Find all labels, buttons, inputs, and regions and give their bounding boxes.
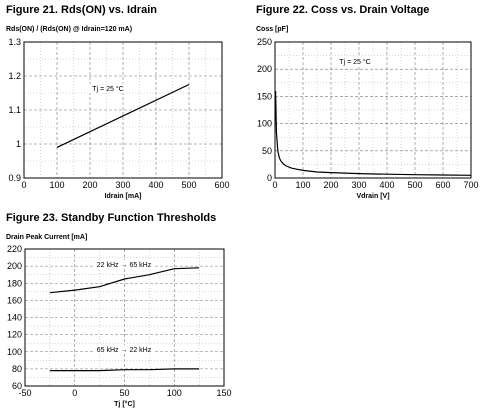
figure-23-y-tick-label: 120 <box>7 330 22 340</box>
figure-23-annotation: 22 kHz → 65 kHz <box>97 262 152 269</box>
figure-21-x-tick-label: 200 <box>82 180 97 190</box>
figure-22-x-tick-label: 300 <box>351 180 366 190</box>
figure-23-annotation-bg <box>95 260 153 269</box>
figure-21-x-tick-label: 600 <box>214 180 229 190</box>
figure-21-series-1-line <box>56 83 190 148</box>
figure-22-annotation: Tj = 25 °C <box>339 58 370 66</box>
figure-22-x-tick-label: 100 <box>295 180 310 190</box>
figure-21-x-tick-label: 0 <box>21 180 26 190</box>
figure-22-y-tick-label: 50 <box>262 146 272 156</box>
figure-23-x-tick-label: 100 <box>167 388 182 398</box>
figure-21-y-tick-label: 1 <box>16 139 21 149</box>
figure-22-x-tick-label: 500 <box>407 180 422 190</box>
figure-21-annotation-bg <box>88 84 128 93</box>
figure-23-x-tick-label: 0 <box>72 388 77 398</box>
figure-22-x-tick-label: 0 <box>272 180 277 190</box>
figure-21-y-tick-label: 1.3 <box>8 37 21 47</box>
figure-23-xlabel: Tj [°C] <box>114 400 135 408</box>
figure-22-y-tick-label: 250 <box>257 37 272 47</box>
figure-22-x-tick-label: 700 <box>463 180 478 190</box>
figure-22-plot-frame <box>274 41 472 179</box>
figure-21-y-tick-label: 0.9 <box>8 173 21 183</box>
figure-21-annotation: Tj = 25 °C <box>92 85 123 93</box>
figure-23-x-tick-label: -50 <box>18 388 31 398</box>
figure-22-y-tick-label: 200 <box>257 64 272 74</box>
figure-21-plot-frame <box>23 41 223 179</box>
figure-23-y-tick-label: 140 <box>7 313 22 323</box>
figure-22-x-tick-label: 400 <box>379 180 394 190</box>
figure-23-y-tick-label: 80 <box>12 364 22 374</box>
figure-23-title: Figure 23. Standby Function Thresholds <box>6 212 217 224</box>
figure-21-x-tick-label: 500 <box>181 180 196 190</box>
figure-23-x-tick-label: 50 <box>119 388 129 398</box>
figure-22-ylabel: Coss [pF] <box>256 26 289 33</box>
figure-22-y-tick-label: 150 <box>257 91 272 101</box>
figure-22-annotation-bg <box>335 57 375 66</box>
figure-23-y-tick-label: 220 <box>7 244 22 254</box>
figure-23-series-1-line <box>49 267 200 294</box>
figure-23-y-tick-label: 100 <box>7 347 22 357</box>
figure-22-title: Figure 22. Coss vs. Drain Voltage <box>256 4 430 16</box>
figure-23-y-tick-label: 200 <box>7 261 22 271</box>
figure-22-y-tick-label: 0 <box>267 173 272 183</box>
figure-22-xlabel: Vdrain [V] <box>356 193 389 200</box>
figure-21-ylabel: Rds(ON) / (Rds(ON) @ Idrain=120 mA) <box>6 26 133 33</box>
figure-23-series-2-line <box>49 368 200 372</box>
figure-22-y-tick-label: 100 <box>257 119 272 129</box>
figure-23-y-tick-label: 160 <box>7 295 22 305</box>
figure-21-y-tick-label: 1.1 <box>8 105 21 115</box>
figure-22-x-tick-label: 200 <box>323 180 338 190</box>
figure-21-title: Figure 21. Rds(ON) vs. Idrain <box>6 4 157 16</box>
figure-22-x-tick-label: 600 <box>435 180 450 190</box>
figure-21-xlabel: Idrain [mA] <box>105 193 142 200</box>
figure-23-y-tick-label: 180 <box>7 278 22 288</box>
figure-23-annotation-bg <box>95 345 153 354</box>
figure-21-x-tick-label: 100 <box>49 180 64 190</box>
figure-23-ylabel: Drain Peak Current [mA] <box>6 234 88 241</box>
figure-23-annotation: 65 kHz → 22 kHz <box>97 347 152 354</box>
figure-21-x-tick-label: 300 <box>115 180 130 190</box>
figure-23-x-tick-label: 150 <box>216 388 231 398</box>
figure-21-x-tick-label: 400 <box>148 180 163 190</box>
figure-22-series-1-line <box>275 90 472 176</box>
figure-23-plot-frame <box>24 248 225 387</box>
figure-21-y-tick-label: 1.2 <box>8 71 21 81</box>
figure-23-y-tick-label: 60 <box>12 381 22 391</box>
